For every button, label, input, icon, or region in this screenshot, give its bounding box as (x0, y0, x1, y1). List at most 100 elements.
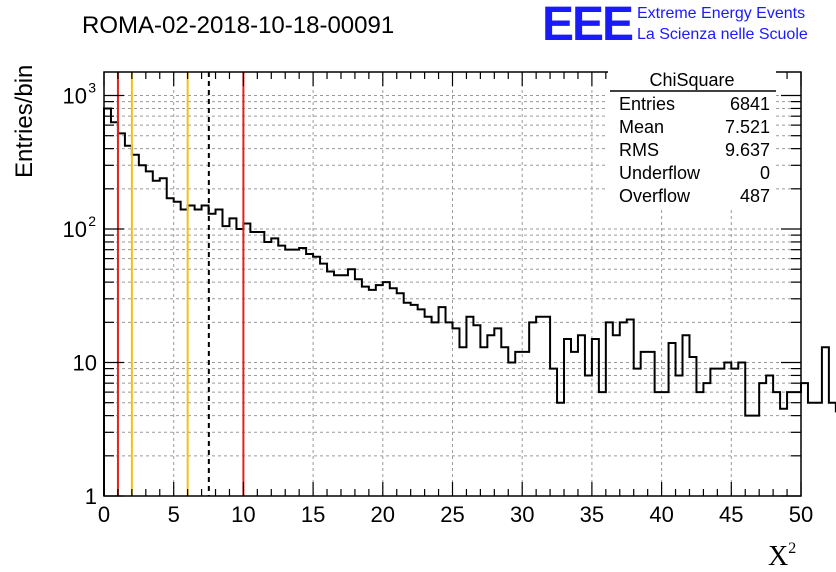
histogram-bin (592, 339, 599, 496)
histogram-bin (160, 178, 167, 496)
histogram-bin (578, 335, 585, 496)
histogram-bin (188, 205, 195, 496)
stats-row-label: Entries (619, 94, 675, 114)
histogram-bin (306, 254, 313, 496)
histogram-bin (174, 202, 181, 496)
histogram-bin (229, 218, 236, 496)
stats-row-value: 0 (760, 163, 770, 183)
histogram-bin (487, 335, 494, 496)
histogram-bin (606, 322, 613, 496)
histogram-bin (153, 181, 160, 496)
histogram-bin (292, 250, 299, 496)
histogram-bin (459, 347, 466, 496)
histogram-bin (299, 248, 306, 496)
histogram-bin (801, 383, 808, 496)
x-tick-label: 30 (510, 502, 534, 527)
histogram-bin (397, 293, 404, 496)
stats-row-value: 6841 (730, 94, 770, 114)
histogram-bin (216, 209, 223, 496)
logo-line-2: La Scienza nelle Scuole (637, 26, 808, 43)
histogram-bin (585, 375, 592, 496)
y-tick-label: 1 (85, 484, 97, 509)
histogram (103, 107, 836, 496)
histogram-bin (724, 363, 731, 496)
histogram-bin (473, 325, 480, 496)
stats-row-label: RMS (619, 140, 659, 160)
y-tick-label: 10 (63, 217, 87, 242)
histogram-bin (327, 272, 334, 496)
histogram-bin (808, 403, 815, 496)
histogram-bin (703, 383, 710, 496)
x-tick-label: 20 (371, 502, 395, 527)
histogram-bin (222, 226, 229, 496)
x-tick-label: 10 (231, 502, 255, 527)
histogram-bin (662, 392, 669, 496)
histogram-bin (369, 290, 376, 496)
histogram-bin (167, 198, 174, 496)
stats-row-label: Overflow (619, 186, 691, 206)
histogram-bin (543, 317, 550, 496)
histogram-bin (111, 122, 118, 496)
histogram-bin (383, 282, 390, 496)
histogram-bin (780, 409, 787, 496)
logo-line-1: Extreme Energy Events (637, 5, 805, 22)
histogram-bin (571, 352, 578, 496)
histogram-bin (146, 171, 153, 496)
histogram-bin (313, 257, 320, 496)
histogram-bin (550, 369, 557, 496)
histogram-bin (334, 275, 341, 496)
y-axis-label: Entries/bin (11, 65, 38, 178)
histogram-bin (355, 279, 362, 496)
marker-lines (116, 72, 245, 496)
stats-box-title: ChiSquare (649, 70, 734, 90)
stats-row-value: 487 (740, 186, 770, 206)
eee-logo-mark: EEE (542, 0, 633, 51)
histogram-bin (522, 352, 529, 496)
chart-title: ROMA-02-2018-10-18-00091 (82, 12, 394, 39)
histogram-bin (752, 416, 759, 496)
x-tick-label: 50 (789, 502, 813, 527)
histogram-bin (738, 363, 745, 496)
histogram-bin (243, 223, 250, 496)
histogram-bin (257, 232, 264, 496)
histogram-bin (536, 317, 543, 496)
histogram-bin (250, 232, 257, 496)
histogram-bin (627, 319, 634, 496)
histogram-bin (731, 369, 738, 496)
x-tick-label: 35 (580, 502, 604, 527)
y-tick-label-exponent: 2 (88, 213, 96, 229)
stats-row-label: Mean (619, 117, 664, 137)
histogram-bin (348, 269, 355, 496)
histogram-bin (641, 352, 648, 496)
histogram-bin (104, 108, 111, 496)
x-tick-label: 25 (440, 502, 464, 527)
histogram-bin (466, 317, 473, 496)
histogram-bin (648, 352, 655, 496)
histogram-bin (320, 264, 327, 496)
histogram-bin (118, 133, 125, 496)
histogram-bin (508, 363, 515, 496)
x-tick-label: 0 (98, 502, 110, 527)
histogram-bin (439, 307, 446, 496)
x-axis-label-sup: 2 (788, 540, 796, 557)
histogram-bin (132, 155, 139, 496)
histogram-bin (404, 303, 411, 496)
x-tick-label: 15 (301, 502, 325, 527)
x-tick-label: 45 (719, 502, 743, 527)
x-tick-label: 40 (649, 502, 673, 527)
stats-rows: Entries 6841 Mean 7.521 RMS 9.637 Underflow 0 Ov… (619, 94, 770, 206)
histogram-bin (271, 238, 278, 496)
histogram-bin (794, 392, 801, 496)
x-axis-label: X2 (768, 540, 796, 572)
histogram-bin (411, 305, 418, 496)
histogram-bin (515, 352, 522, 496)
histogram-bin (480, 347, 487, 496)
stats-row-value: 7.521 (725, 117, 770, 137)
histogram-bin (453, 328, 460, 496)
histogram-bin (759, 383, 766, 496)
y-tick-label: 10 (73, 351, 97, 376)
histogram-bin (264, 242, 271, 496)
histogram-bin (634, 369, 641, 496)
histogram-bin (494, 328, 501, 496)
